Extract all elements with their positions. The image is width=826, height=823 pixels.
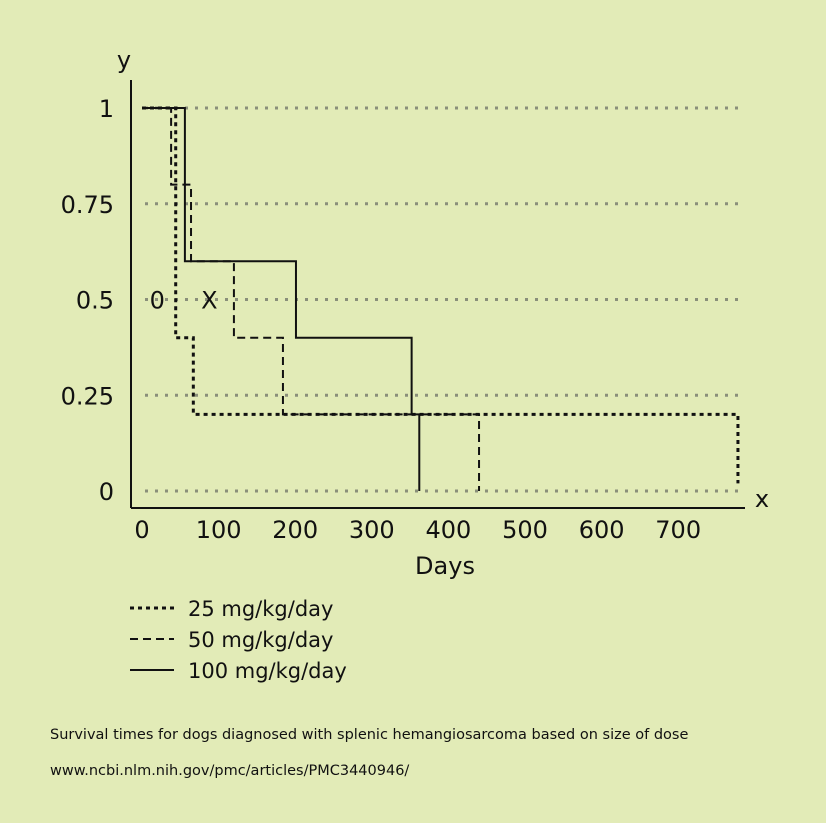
legend-label: 50 mg/kg/day: [188, 628, 333, 652]
series-line-dashed: [142, 107, 481, 491]
x-tick-label: 200: [272, 516, 318, 544]
x-tick-label: 300: [349, 516, 395, 544]
gridlines: [145, 106, 740, 493]
series-line-dotted: [142, 106, 740, 484]
annotation-label: X: [201, 287, 217, 315]
y-tick-label: 0.75: [61, 191, 114, 219]
legend: 25 mg/kg/day 50 mg/kg/day 100 mg/kg/day: [130, 597, 347, 683]
y-tick-label: 0.5: [76, 287, 114, 315]
y-tick-label: 0: [99, 478, 114, 506]
x-tick-label: 700: [655, 516, 701, 544]
x-tick-label: 400: [425, 516, 471, 544]
x-tick-label: 100: [196, 516, 242, 544]
source-url: www.ncbi.nlm.nih.gov/pmc/articles/PMC344…: [50, 763, 410, 779]
legend-label: 100 mg/kg/day: [188, 659, 347, 683]
x-axis-letter: x: [755, 485, 769, 513]
y-axis-letter: y: [117, 46, 131, 74]
x-tick-label: 500: [502, 516, 548, 544]
y-tick-label: 1: [99, 95, 114, 123]
series-line-solid: [144, 107, 421, 491]
x-axis-label: Days: [415, 552, 475, 580]
chart-caption: Survival times for dogs diagnosed with s…: [50, 727, 689, 743]
legend-label: 25 mg/kg/day: [188, 597, 333, 621]
y-tick-label: 0.25: [61, 382, 114, 410]
x-tick-label: 600: [579, 516, 625, 544]
x-tick-label: 0: [134, 516, 149, 544]
annotation-label: 0: [150, 287, 165, 315]
